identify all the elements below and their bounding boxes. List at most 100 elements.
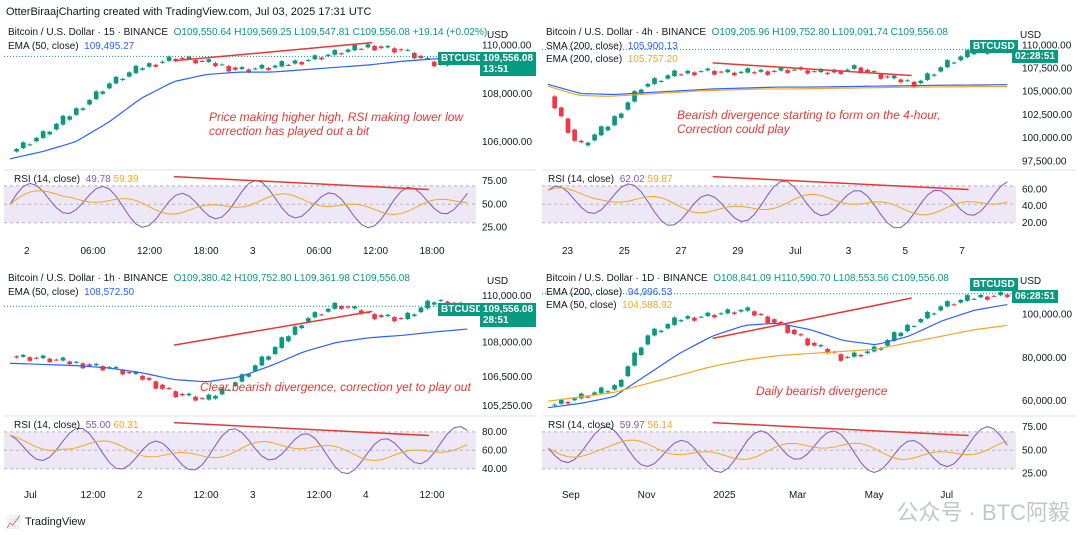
candle-body bbox=[339, 53, 344, 55]
candle-body bbox=[213, 63, 218, 67]
y-tick-label: 106,000.00 bbox=[482, 137, 532, 148]
last-price-tag: 109,556.08 13:51 bbox=[480, 52, 536, 76]
candle-body bbox=[945, 60, 950, 68]
chart-panel-1h[interactable]: 110,000.00 108,000.00 106,500.00 105,250.00… bbox=[4, 272, 536, 504]
candle-body bbox=[286, 336, 291, 342]
candle-body bbox=[266, 67, 271, 70]
candle-body bbox=[412, 52, 417, 59]
chart-1d-svg[interactable]: 100,000.00 80,000.00 60,000.00 75.00 50.00 25… bbox=[542, 272, 1076, 504]
candle-body bbox=[325, 54, 331, 57]
rsi-tick-label: 60.00 bbox=[482, 445, 507, 456]
x-tick-label: 06:00 bbox=[307, 246, 332, 257]
candle-body bbox=[752, 72, 757, 74]
candle-body bbox=[845, 356, 850, 358]
candle-body bbox=[20, 354, 26, 357]
rsi-tick-label: 80.00 bbox=[482, 427, 507, 438]
ohlc-readout: O109,550.64 H109,569.25 L109,547.81 C109… bbox=[173, 27, 488, 38]
candle-body bbox=[146, 378, 152, 380]
candle-body bbox=[206, 59, 212, 62]
rsi-ma-value: 56.14 bbox=[647, 420, 673, 431]
candle-body bbox=[891, 75, 897, 79]
chart-panel-4h[interactable]: 110,000.00 107,500.00 105,000.00 102,500.00… bbox=[542, 26, 1076, 260]
candle-body bbox=[418, 55, 424, 59]
watermark: 公众号 · BTC阿毅 bbox=[896, 500, 1070, 525]
candle-body bbox=[745, 68, 751, 73]
candle-body bbox=[592, 392, 597, 395]
candle-body bbox=[772, 319, 777, 323]
candle-body bbox=[140, 68, 145, 70]
tv-brand-text: TradingView bbox=[24, 516, 86, 528]
x-tick-label: 3 bbox=[250, 246, 256, 257]
candle-body bbox=[925, 73, 930, 80]
candle-body bbox=[312, 55, 318, 60]
ohlc-readout: O108,841.09 H110,590.70 L108,553.56 C109… bbox=[713, 273, 949, 284]
last-price: 109,556.08 bbox=[483, 53, 534, 64]
ema-label: EMA (50, close) bbox=[8, 287, 79, 298]
chart-15m-svg[interactable]: 110,000.00 108,000.00 106,000.00 75.00 50.00… bbox=[4, 26, 536, 260]
moving-average-line bbox=[9, 57, 468, 160]
candle-body bbox=[845, 69, 850, 71]
chart-4h-svg[interactable]: 110,000.00 107,500.00 105,000.00 102,500.00… bbox=[542, 26, 1076, 260]
candle-body bbox=[811, 71, 817, 73]
candle-body bbox=[618, 380, 624, 387]
candle-body bbox=[259, 64, 265, 69]
candle-body bbox=[100, 366, 106, 371]
candle-body bbox=[552, 96, 557, 109]
candle-body bbox=[352, 306, 358, 309]
candle-body bbox=[871, 71, 877, 73]
candle-body bbox=[712, 315, 717, 318]
candle-body bbox=[87, 364, 92, 367]
rsi-tick-label: 50.00 bbox=[482, 199, 507, 210]
ohlc-readout: O109,205.96 H109,752.80 L109,091.74 C109… bbox=[711, 27, 948, 38]
candle-body bbox=[698, 71, 704, 73]
candle-body bbox=[692, 72, 697, 76]
candle-body bbox=[352, 44, 358, 51]
candle-body bbox=[558, 399, 564, 404]
chart-panel-1d[interactable]: 100,000.00 80,000.00 60,000.00 75.00 50.00 25… bbox=[542, 272, 1076, 504]
candle-body bbox=[186, 393, 192, 396]
tradingview-logo[interactable]: 📈 TradingView bbox=[6, 515, 86, 529]
candle-body bbox=[991, 295, 997, 297]
x-tick-label: Jul bbox=[940, 490, 953, 501]
candle-body bbox=[14, 356, 19, 358]
candle-body bbox=[398, 318, 404, 320]
candle-body bbox=[938, 67, 944, 72]
ema-value: 108,572.50 bbox=[84, 287, 135, 298]
rsi-tick-label: 60.00 bbox=[1022, 185, 1047, 196]
candle-body bbox=[120, 78, 126, 80]
chart-1h-svg[interactable]: 110,000.00 108,000.00 106,500.00 105,250.00… bbox=[4, 272, 536, 504]
candle-body bbox=[193, 59, 198, 64]
rsi-value: 62.02 bbox=[619, 174, 645, 185]
x-tick-label: 29 bbox=[732, 246, 744, 257]
candle-body bbox=[738, 71, 744, 73]
currency-label: USD bbox=[487, 276, 509, 287]
candle-body bbox=[180, 393, 185, 396]
candle-body bbox=[199, 398, 205, 400]
candle-body bbox=[286, 64, 291, 66]
candle-body bbox=[398, 49, 404, 51]
chart-panel-15m[interactable]: 110,000.00 108,000.00 106,000.00 75.00 50.00… bbox=[4, 26, 536, 260]
rsi-divergence-line bbox=[173, 421, 429, 437]
last-price: 109,556.08 bbox=[483, 304, 534, 315]
candle-body bbox=[133, 65, 139, 74]
candle-body bbox=[971, 52, 977, 55]
ema200-label: EMA (200, close) bbox=[546, 287, 623, 298]
x-tick-label: 2025 bbox=[713, 490, 736, 501]
candle-body bbox=[672, 70, 677, 77]
rsi-label: RSI (14, close) bbox=[548, 174, 615, 185]
candle-body bbox=[745, 307, 751, 311]
rsi-ma-value: 60.31 bbox=[113, 420, 139, 431]
currency-label: USD bbox=[487, 30, 509, 41]
candle-body bbox=[725, 69, 731, 73]
candle-body bbox=[998, 292, 1004, 296]
candle-body bbox=[692, 317, 697, 321]
candle-body bbox=[658, 330, 664, 332]
x-tick-label: Jul bbox=[24, 490, 37, 501]
candle-body bbox=[838, 354, 844, 361]
candle-body bbox=[951, 304, 957, 306]
candle-body bbox=[140, 375, 145, 380]
x-tick-label: 25 bbox=[619, 246, 631, 257]
candle-body bbox=[213, 395, 218, 399]
candle-body bbox=[578, 140, 584, 143]
x-tick-label: 23 bbox=[562, 246, 574, 257]
